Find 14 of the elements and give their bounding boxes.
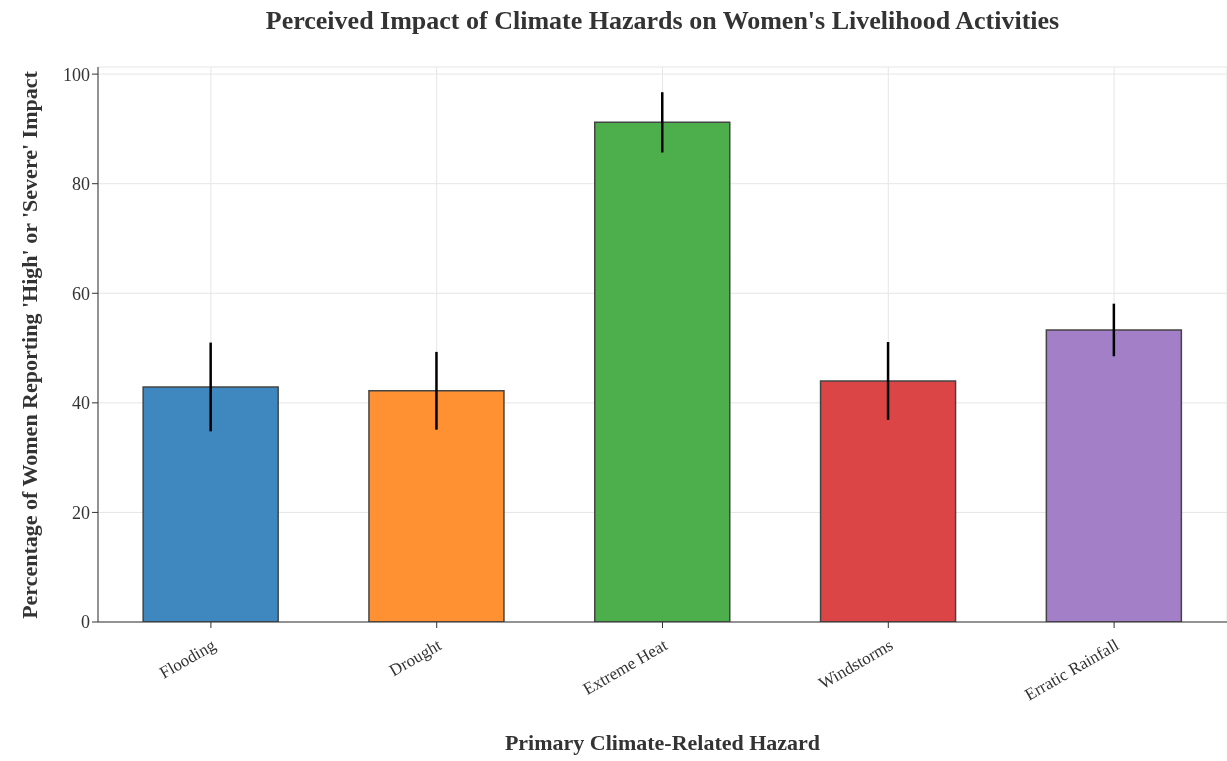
bar	[1045, 329, 1183, 622]
bar	[819, 380, 957, 622]
bar	[368, 390, 505, 622]
bar	[594, 121, 731, 622]
x-axis-title: Primary Climate-Related Hazard	[503, 730, 822, 756]
y-tick-label: 100	[63, 64, 90, 85]
bar	[142, 386, 279, 622]
y-axis-title: Percentage of Women Reporting 'High' or 'Severe' Impact	[17, 71, 43, 619]
y-tick-label: 60	[72, 283, 90, 304]
chart-title: Perceived Impact of Climate Hazards on Women's Livelihood Activities	[264, 6, 1061, 36]
y-tick-label: 0	[81, 612, 90, 633]
y-tick-label: 80	[72, 174, 90, 195]
y-tick-label: 20	[72, 502, 90, 523]
y-tick-label: 40	[72, 393, 90, 414]
